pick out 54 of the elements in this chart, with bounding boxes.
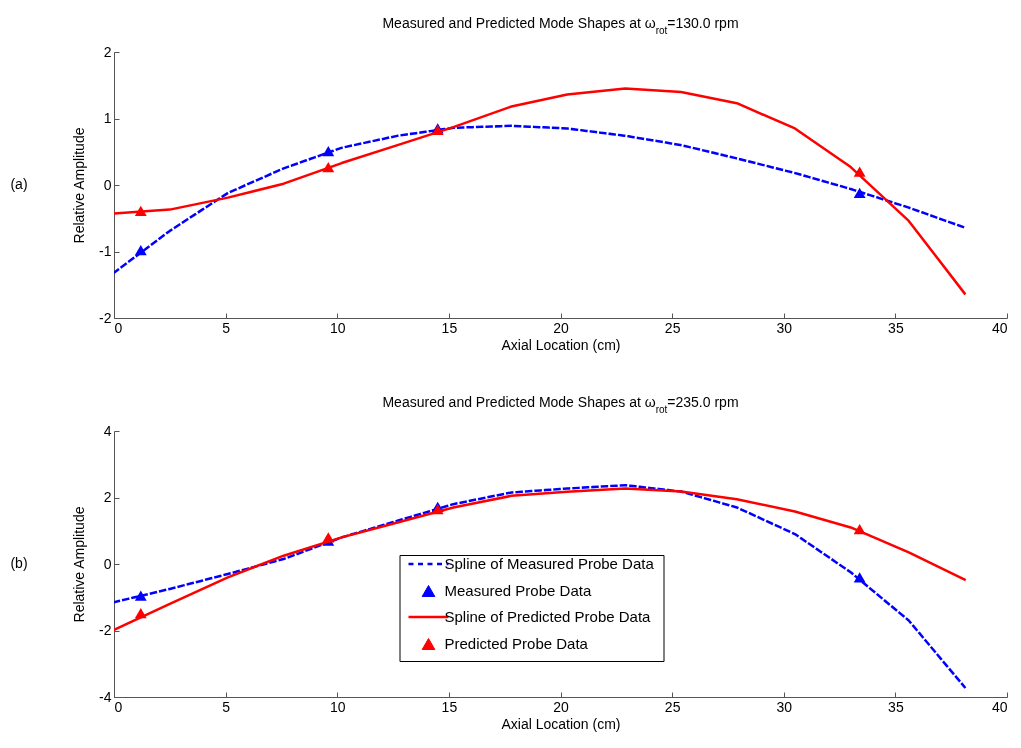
point <box>322 145 335 157</box>
x-tick-label: 30 <box>776 319 793 336</box>
x-tick-label: 20 <box>553 319 569 336</box>
point <box>134 590 147 601</box>
chart-title: Measured and Predicted Mode Shapes at ω$_{rot}$=235.0 rpm <box>382 394 739 415</box>
point <box>134 245 147 256</box>
line-series <box>114 124 966 275</box>
x-tick-label: 25 <box>664 698 681 715</box>
y-tick-label: 4 <box>103 422 112 439</box>
legend-label: Predicted Probe Data <box>444 635 589 652</box>
legend-label: Spline of Predicted Probe Data <box>444 608 652 625</box>
point <box>853 572 866 583</box>
x-axis-title: Axial Location (cm) <box>501 715 621 732</box>
x-tick-label: 35 <box>888 698 904 715</box>
x-tick-label: 40 <box>991 698 1008 715</box>
point <box>134 608 147 619</box>
x-tick-label: 25 <box>664 319 681 336</box>
point <box>322 161 335 173</box>
y-tick-label: 2 <box>103 43 112 60</box>
y-axis-title: Relative Amplitude <box>71 506 88 623</box>
legend-label: Spline of Measured Probe Data <box>444 555 655 572</box>
line-series <box>114 487 966 632</box>
x-tick-label: 5 <box>222 319 231 336</box>
y-tick-label: 1 <box>103 110 112 126</box>
y-axis-title: Relative Amplitude <box>71 127 88 244</box>
y-tick-label: -2 <box>99 622 112 638</box>
y-tick-label: -2 <box>99 309 112 326</box>
x-tick-label: 0 <box>114 319 123 336</box>
point <box>853 523 866 535</box>
x-tick-label: 20 <box>553 698 569 715</box>
x-tick-label: 10 <box>329 698 346 715</box>
y-tick-label: 0 <box>103 176 112 193</box>
point <box>134 205 147 217</box>
text: (a) <box>10 176 28 192</box>
y-tick-label: 0 <box>103 555 112 572</box>
point <box>853 166 866 177</box>
line-series <box>114 483 966 689</box>
point <box>853 187 866 199</box>
chart-title: Measured and Predicted Mode Shapes at ω$_{rot}$=130.0 rpm <box>382 15 739 36</box>
x-tick-label: 40 <box>991 319 1008 336</box>
x-tick-label: 10 <box>329 319 346 336</box>
text: (b) <box>10 555 28 571</box>
x-axis-title: Axial Location (cm) <box>501 336 621 353</box>
x-tick-label: 0 <box>114 698 123 715</box>
x-tick-label: 5 <box>222 698 231 715</box>
y-tick-label: -4 <box>99 688 112 705</box>
y-tick-label: 2 <box>103 489 112 505</box>
x-tick-label: 15 <box>441 319 458 336</box>
legend-label: Measured Probe Data <box>444 582 592 599</box>
x-tick-label: 35 <box>888 319 904 336</box>
y-tick-label: -1 <box>99 243 112 259</box>
line-series <box>114 87 966 295</box>
x-tick-label: 30 <box>776 698 793 715</box>
x-tick-label: 15 <box>441 698 458 715</box>
